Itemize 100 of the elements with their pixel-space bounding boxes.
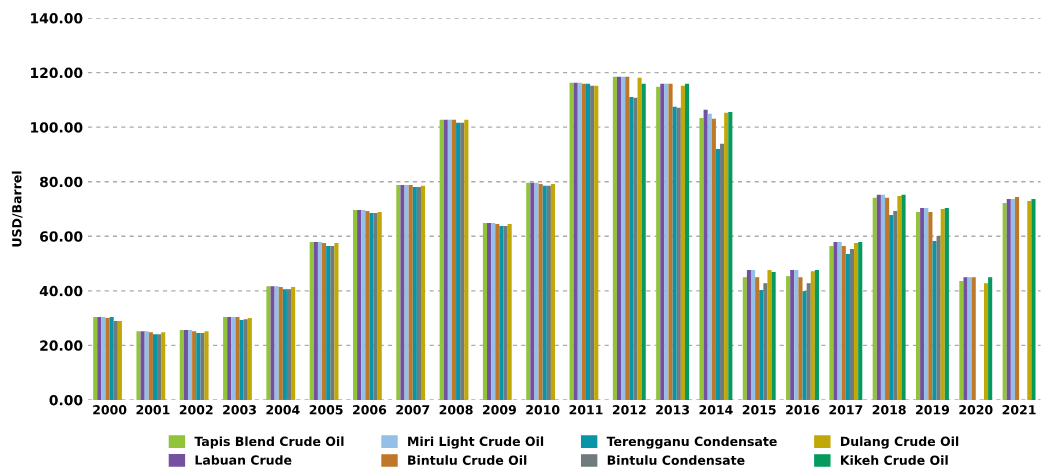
x-tick-label: 2001 [136,405,170,415]
bar [699,117,704,400]
bar [1027,201,1032,400]
bar [680,85,685,400]
bar [569,82,574,400]
bar [790,270,795,400]
bar [771,272,776,400]
bar [291,287,296,400]
bar [408,184,413,400]
bar [117,321,122,400]
bar [594,85,599,400]
bar [988,277,993,400]
bar [849,249,855,400]
bar [621,76,626,400]
bar [983,283,989,400]
bar [507,224,512,400]
bar [963,277,968,400]
bar [204,331,209,400]
legend-label: Miri Light Crude Oil [408,436,544,449]
bar [313,242,318,400]
bar [959,281,964,400]
bar [482,222,488,400]
bar [499,225,504,400]
y-tick-label: 0.00 [49,394,83,406]
bar [420,185,426,400]
legend-label: Tapis Blend Crude Oil [194,436,344,449]
bar [416,186,421,400]
bar [920,207,925,400]
bar [637,77,642,400]
bar [546,185,551,400]
bar [542,185,547,400]
bar [196,333,201,400]
bar [924,207,929,400]
bar [357,210,362,400]
bar [936,236,941,400]
bar [668,83,673,400]
bar [672,106,677,400]
bar [247,318,252,400]
bar [802,291,807,400]
bar [274,286,279,400]
bar [755,277,760,400]
y-tick-label: 120.00 [31,67,83,79]
bar [794,270,799,400]
bar [767,270,772,400]
x-tick-label: 2000 [93,405,127,415]
bar [365,210,370,400]
bar [746,270,751,400]
bar [711,118,716,400]
bar [932,240,937,400]
bar [872,197,877,400]
bar [1006,198,1011,400]
bar [724,112,729,400]
bar [530,182,535,400]
x-tick-label: 2013 [656,405,689,415]
bar [309,242,314,400]
bar [503,225,508,400]
bar [720,143,725,400]
x-tick-label: 2018 [872,405,906,415]
bar [656,86,661,400]
x-tick-label: 2014 [699,405,733,415]
x-tick-label: 2005 [309,405,343,415]
bar [967,277,972,400]
bar [1014,197,1020,400]
bar [464,119,469,400]
bar [616,76,622,400]
bar [136,331,141,400]
bar [845,254,850,400]
bar [200,333,205,400]
bar [715,148,721,400]
legend-label: Terengganu Condensate [606,436,777,449]
x-tick-label: 2016 [786,405,820,415]
bar [707,113,712,400]
bar [625,76,630,400]
bar [573,82,578,400]
bar [192,331,197,400]
bar [439,119,444,400]
bar [810,271,815,400]
bar [282,289,287,400]
bar [550,183,556,400]
bar [487,222,492,400]
bar [97,317,102,400]
x-tick-label: 2002 [179,405,213,415]
bar [152,334,158,400]
y-axis-title: USD/Barrel [11,171,23,247]
bar [223,317,228,400]
bar [451,119,457,400]
bar [971,277,976,400]
bar [928,212,933,400]
bar [460,122,465,400]
bar [456,122,461,400]
legend-label: Labuan Crude [195,455,292,465]
bar [412,186,417,400]
x-tick-label: 2021 [1002,405,1036,415]
bar [806,283,811,400]
bar [633,97,638,400]
x-tick-label: 2009 [482,405,516,415]
bar [361,210,366,400]
bar [703,109,708,400]
bar [889,215,894,400]
legend-label: Bintulu Condensate [607,455,745,465]
